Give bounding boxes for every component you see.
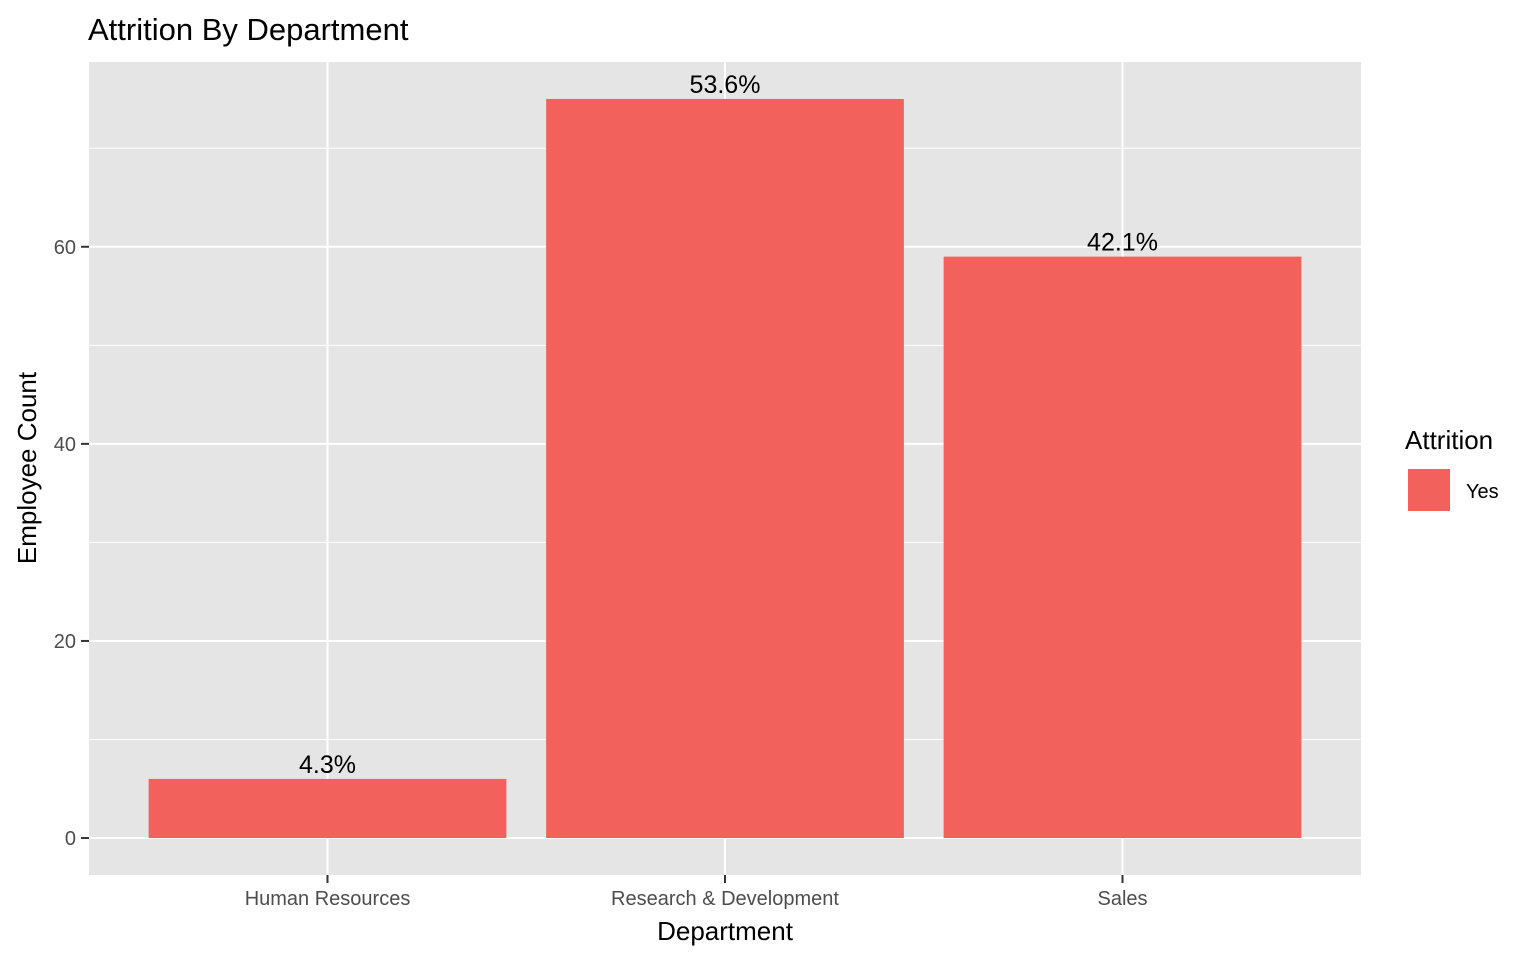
data-label: 53.6% — [690, 71, 761, 99]
bars — [148, 98, 1302, 839]
bar — [148, 778, 507, 839]
y-tick-label: 60 — [54, 237, 76, 259]
x-tick-label: Sales — [1097, 888, 1147, 910]
bar — [943, 256, 1302, 839]
legend-label-yes: Yes — [1466, 481, 1499, 503]
legend: Attrition Yes — [1405, 425, 1499, 511]
y-axis: 0 20 40 60 — [54, 237, 89, 850]
y-axis-title: Employee Count — [12, 371, 42, 564]
data-label: 42.1% — [1087, 229, 1158, 257]
y-tick-label: 0 — [65, 828, 76, 850]
x-axis-title: Department — [657, 916, 794, 946]
data-labels: 4.3% 53.6% 42.1% — [299, 71, 1158, 779]
y-tick-label: 40 — [54, 434, 76, 456]
data-label: 4.3% — [299, 751, 356, 779]
legend-title: Attrition — [1405, 425, 1493, 455]
x-tick-label: Research & Development — [611, 888, 839, 910]
chart-title: Attrition By Department — [88, 12, 409, 47]
legend-swatch-yes — [1408, 469, 1450, 511]
y-tick-label: 20 — [54, 631, 76, 653]
x-tick-label: Human Resources — [245, 888, 411, 910]
bar — [546, 98, 904, 839]
x-axis: Human Resources Research & Development Sal… — [245, 875, 1148, 910]
